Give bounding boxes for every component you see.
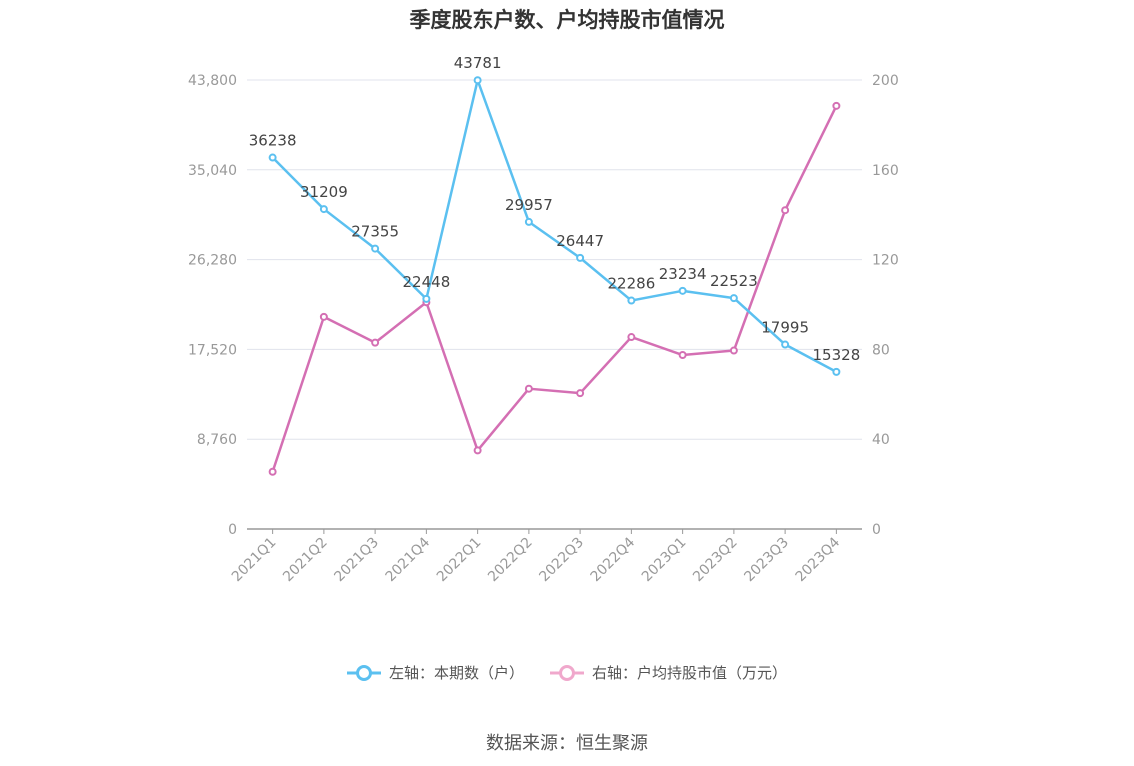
data-point-right — [371, 338, 380, 347]
data-point-left — [422, 294, 431, 303]
data-point-right — [473, 446, 482, 455]
right-axis-tick-label: 160 — [872, 163, 899, 179]
data-point-left — [319, 205, 328, 214]
series-line-left — [271, 78, 837, 373]
data-point-right — [627, 333, 636, 342]
data-point-left — [729, 294, 738, 303]
left-axis-tick-label: 8,760 — [197, 432, 237, 448]
data-point-right — [524, 384, 533, 393]
x-axis-tick-label: 2022Q2 — [485, 535, 536, 586]
legend-marker-icon — [550, 664, 584, 681]
left-axis-tick-label: 43,800 — [188, 73, 237, 89]
data-label: 22448 — [403, 273, 451, 291]
data-label: 22286 — [608, 275, 656, 293]
x-axis-tick-label: 2021Q1 — [229, 535, 280, 586]
data-label: 31209 — [300, 183, 348, 201]
data-point-right — [832, 101, 841, 110]
grid-lines — [247, 79, 862, 440]
data-label: 26447 — [556, 232, 604, 250]
x-axis-tick-label: 2023Q1 — [639, 535, 690, 586]
data-label: 17995 — [761, 319, 809, 337]
legend-item-right-series[interactable]: 右轴：户均持股市值（万元） — [550, 662, 787, 683]
data-point-left — [576, 253, 585, 262]
right-axis-tick-label: 0 — [872, 522, 881, 538]
data-point-left — [473, 76, 482, 85]
source-note: 数据来源：恒生聚源 — [486, 733, 648, 754]
left-axis-tick-label: 26,280 — [188, 253, 237, 269]
data-point-right — [319, 312, 328, 321]
data-point-right — [678, 351, 687, 360]
data-point-left — [678, 286, 687, 295]
data-point-left — [627, 296, 636, 305]
data-point-right — [729, 346, 738, 355]
data-label: 36238 — [249, 132, 297, 150]
data-label: 23234 — [659, 265, 707, 283]
right-axis-tick-label: 120 — [872, 253, 899, 269]
x-axis-tick-label: 2021Q4 — [383, 534, 434, 585]
data-point-left — [781, 340, 790, 349]
x-axis-tick-label: 2021Q3 — [331, 535, 382, 586]
legend-marker-icon — [346, 664, 381, 681]
data-label: 15328 — [813, 346, 861, 364]
right-axis-tick-label: 80 — [872, 342, 890, 358]
x-axis-tick-label: 2023Q3 — [741, 535, 792, 586]
data-point-left — [832, 367, 841, 376]
x-axis-tick-label: 2022Q4 — [588, 534, 639, 585]
x-axis-tick-label: 2022Q3 — [536, 535, 587, 586]
data-point-left — [371, 244, 380, 253]
series-line-right — [271, 105, 838, 473]
data-label: 43781 — [454, 54, 502, 72]
right-axis-tick-label: 200 — [872, 73, 899, 89]
legend-label: 左轴：本期数（户） — [388, 664, 524, 682]
left-axis-tick-label: 0 — [228, 522, 237, 538]
series — [268, 76, 841, 476]
x-axis-tick-label: 2023Q4 — [793, 534, 844, 585]
data-point-left — [268, 153, 277, 162]
x-axis-tick-label: 2022Q1 — [434, 535, 485, 586]
x-axis-tick-label: 2021Q2 — [280, 535, 331, 586]
right-axis-tick-label: 40 — [872, 432, 890, 448]
data-point-right — [268, 467, 277, 476]
data-point-left — [524, 217, 533, 226]
legend-label: 右轴：户均持股市值（万元） — [592, 664, 788, 682]
x-axis-tick-label: 2023Q2 — [690, 535, 741, 586]
legend-item-left-series[interactable]: 左轴：本期数（户） — [346, 662, 524, 683]
data-point-right — [576, 389, 585, 398]
data-label: 27355 — [351, 223, 399, 241]
data-label: 22523 — [710, 272, 758, 290]
legend: 左轴：本期数（户） 右轴：户均持股市值（万元） — [0, 662, 1134, 683]
data-point-right — [781, 206, 790, 215]
left-axis-tick-label: 17,520 — [188, 342, 237, 358]
left-axis-tick-label: 35,040 — [188, 163, 237, 179]
chart-title: 季度股东户数、户均持股市值情况 — [409, 8, 725, 32]
data-label: 29957 — [505, 196, 553, 214]
